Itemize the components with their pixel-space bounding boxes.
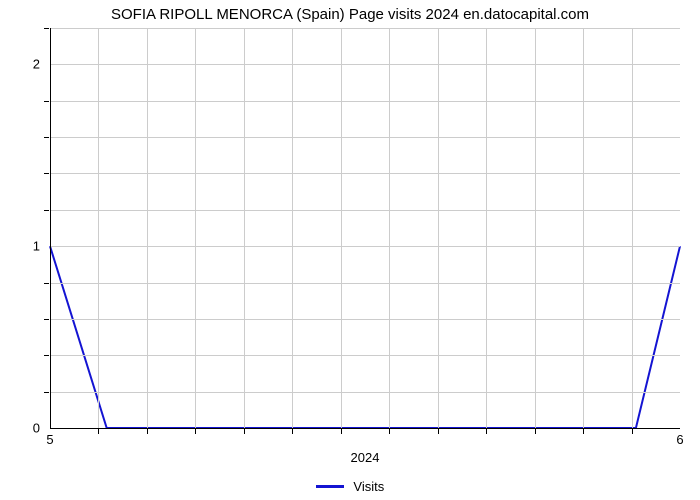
y-minor-tick bbox=[44, 173, 49, 174]
gridline-v bbox=[438, 28, 439, 428]
x-minor-tick bbox=[244, 429, 245, 434]
legend-label: Visits bbox=[353, 479, 384, 494]
x-sublabel: 2024 bbox=[351, 450, 380, 465]
gridline-h bbox=[50, 392, 680, 393]
y-tick-label: 2 bbox=[0, 57, 40, 72]
x-minor-tick bbox=[341, 429, 342, 434]
y-minor-tick bbox=[44, 28, 49, 29]
y-minor-tick bbox=[44, 283, 49, 284]
legend: Visits bbox=[0, 478, 700, 494]
x-tick-label: 5 bbox=[46, 432, 53, 447]
gridline-h bbox=[50, 101, 680, 102]
y-minor-tick bbox=[44, 210, 49, 211]
gridline-v bbox=[244, 28, 245, 428]
gridline-v bbox=[583, 28, 584, 428]
y-minor-tick bbox=[44, 319, 49, 320]
y-minor-tick bbox=[44, 392, 49, 393]
gridline-v bbox=[389, 28, 390, 428]
gridline-v bbox=[486, 28, 487, 428]
y-minor-tick bbox=[44, 355, 49, 356]
gridline-h bbox=[50, 283, 680, 284]
visits-chart: SOFIA RIPOLL MENORCA (Spain) Page visits… bbox=[0, 0, 700, 500]
y-minor-tick bbox=[44, 101, 49, 102]
series-visits bbox=[50, 246, 680, 428]
gridline-v bbox=[341, 28, 342, 428]
gridline-v bbox=[98, 28, 99, 428]
y-tick-label: 1 bbox=[0, 239, 40, 254]
gridline-v bbox=[195, 28, 196, 428]
gridline-v bbox=[535, 28, 536, 428]
gridline-h bbox=[50, 210, 680, 211]
x-minor-tick bbox=[438, 429, 439, 434]
x-axis-line bbox=[50, 428, 680, 429]
gridline-v bbox=[632, 28, 633, 428]
y-minor-tick bbox=[44, 137, 49, 138]
gridline-h bbox=[50, 28, 680, 29]
y-axis-line bbox=[50, 28, 51, 428]
x-minor-tick bbox=[98, 429, 99, 434]
gridline-h bbox=[50, 319, 680, 320]
gridline-v bbox=[147, 28, 148, 428]
x-minor-tick bbox=[632, 429, 633, 434]
gridline-h bbox=[50, 355, 680, 356]
gridline-v bbox=[292, 28, 293, 428]
gridline-h bbox=[50, 246, 680, 247]
gridline-h bbox=[50, 64, 680, 65]
x-minor-tick bbox=[292, 429, 293, 434]
x-minor-tick bbox=[195, 429, 196, 434]
gridline-h bbox=[50, 173, 680, 174]
x-minor-tick bbox=[486, 429, 487, 434]
gridline-h bbox=[50, 137, 680, 138]
x-minor-tick bbox=[147, 429, 148, 434]
x-tick-label: 6 bbox=[676, 432, 683, 447]
x-minor-tick bbox=[389, 429, 390, 434]
y-tick-label: 0 bbox=[0, 421, 40, 436]
legend-swatch bbox=[316, 485, 344, 488]
x-minor-tick bbox=[583, 429, 584, 434]
x-minor-tick bbox=[535, 429, 536, 434]
visits-line bbox=[0, 0, 700, 500]
